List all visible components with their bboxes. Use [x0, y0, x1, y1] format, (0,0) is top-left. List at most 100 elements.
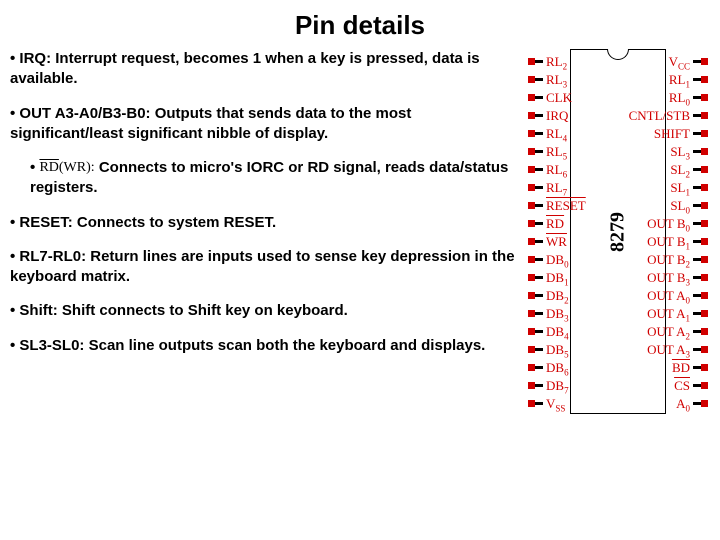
pin-row: DB3: [528, 305, 618, 321]
pin-row: RL4: [528, 125, 618, 141]
pin-row: SL0: [618, 197, 708, 213]
pin-marker: [528, 148, 535, 155]
pin-marker: [528, 256, 535, 263]
pin-label: SL2: [667, 163, 693, 176]
pin-label: OUT B0: [644, 217, 693, 230]
pin-row: VCC: [618, 53, 708, 69]
pin-row: OUT A3: [618, 341, 708, 357]
pin-label: IRQ: [543, 109, 571, 122]
bullet-rl: • RL7-RL0: Return lines are inputs used …: [10, 247, 520, 288]
pin-stub: [535, 384, 543, 387]
bullet-out: • OUT A3-A0/B3-B0: Outputs that sends da…: [10, 104, 520, 145]
pin-stub: [535, 402, 543, 405]
pin-marker: [528, 94, 535, 101]
pin-stub: [693, 294, 701, 297]
rdwr-colon: :: [91, 160, 95, 175]
pin-stub: [535, 312, 543, 315]
pin-stub: [693, 186, 701, 189]
pin-row: SL2: [618, 161, 708, 177]
pin-stub: [693, 348, 701, 351]
pin-row: BD: [618, 359, 708, 375]
pin-label: DB1: [543, 271, 572, 284]
pin-marker: [528, 220, 535, 227]
pin-stub: [535, 60, 543, 63]
pin-marker: [701, 238, 708, 245]
bullet-shift: • Shift: Shift connects to Shift key on …: [10, 301, 520, 321]
pin-marker: [701, 346, 708, 353]
pin-label: DB5: [543, 343, 572, 356]
bullet-rdwr: • RD(WR): Connects to micro's IORC or RD…: [30, 158, 520, 199]
pin-marker: [701, 130, 708, 137]
pin-marker: [528, 310, 535, 317]
pin-marker: [528, 112, 535, 119]
pin-marker: [701, 112, 708, 119]
pin-stub: [693, 114, 701, 117]
pin-row: RD: [528, 215, 618, 231]
pin-label: RL6: [543, 163, 570, 176]
pin-stub: [535, 330, 543, 333]
pin-stub: [535, 168, 543, 171]
pin-marker: [701, 184, 708, 191]
pin-row: DB5: [528, 341, 618, 357]
pin-stub: [693, 150, 701, 153]
pin-label: WR: [543, 235, 570, 248]
pin-marker: [528, 328, 535, 335]
pin-row: VSS: [528, 395, 618, 411]
bullet-sl: • SL3-SL0: Scan line outputs scan both t…: [10, 336, 520, 356]
content-area: • IRQ: Interrupt request, becomes 1 when…: [0, 49, 720, 414]
pin-label: CS: [671, 379, 693, 392]
pin-label: SL1: [667, 181, 693, 194]
pin-stub: [693, 312, 701, 315]
pin-marker: [701, 274, 708, 281]
pin-label: SL0: [667, 199, 693, 212]
pin-row: OUT A0: [618, 287, 708, 303]
pin-marker: [701, 76, 708, 83]
pin-marker: [528, 184, 535, 191]
pin-row: OUT A1: [618, 305, 708, 321]
pin-marker: [701, 58, 708, 65]
pin-row: RL1: [618, 71, 708, 87]
pin-label: DB4: [543, 325, 572, 338]
pin-row: RL6: [528, 161, 618, 177]
pin-marker: [701, 166, 708, 173]
pin-marker: [701, 328, 708, 335]
pin-stub: [535, 366, 543, 369]
pin-marker: [701, 94, 708, 101]
pin-row: DB0: [528, 251, 618, 267]
pin-label: DB2: [543, 289, 572, 302]
pin-row: RL3: [528, 71, 618, 87]
pin-stub: [535, 294, 543, 297]
pin-label: DB0: [543, 253, 572, 266]
pin-row: A0: [618, 395, 708, 411]
pin-label: DB6: [543, 361, 572, 374]
pin-row: RESET: [528, 197, 618, 213]
bullet-rdwr-text: Connects to micro's IORC or RD signal, r…: [30, 159, 508, 196]
rd-overline: RD: [39, 160, 58, 175]
pin-row: DB4: [528, 323, 618, 339]
pin-row: DB7: [528, 377, 618, 393]
pin-stub: [535, 96, 543, 99]
pin-marker: [701, 382, 708, 389]
chip-diagram: 8279 RL2RL3CLKIRQRL4RL5RL6RL7RESETRDWRDB…: [528, 49, 708, 414]
bullet-reset: • RESET: Connects to system RESET.: [10, 213, 520, 233]
pin-label: OUT A1: [644, 307, 693, 320]
pin-label: VCC: [666, 55, 693, 68]
pin-row: OUT A2: [618, 323, 708, 339]
pin-marker: [528, 76, 535, 83]
pin-stub: [535, 348, 543, 351]
description-column: • IRQ: Interrupt request, becomes 1 when…: [10, 49, 520, 414]
pin-row: SHIFT: [618, 125, 708, 141]
rdwr-signal: RD(WR):: [39, 159, 94, 178]
pin-stub: [693, 384, 701, 387]
pin-row: OUT B1: [618, 233, 708, 249]
pin-label: OUT A2: [644, 325, 693, 338]
pin-row: WR: [528, 233, 618, 249]
pin-stub: [535, 132, 543, 135]
pin-marker: [528, 166, 535, 173]
pin-label: DB3: [543, 307, 572, 320]
pin-label: RL3: [543, 73, 570, 86]
pin-stub: [535, 186, 543, 189]
pin-stub: [693, 96, 701, 99]
pin-label: SHIFT: [651, 127, 693, 140]
pin-label: RESET: [543, 199, 589, 212]
